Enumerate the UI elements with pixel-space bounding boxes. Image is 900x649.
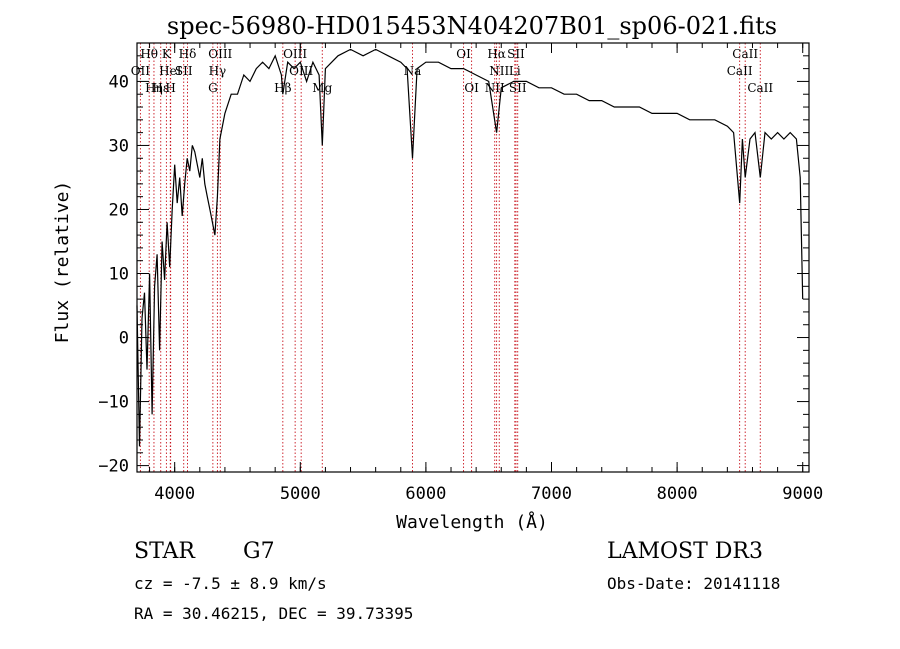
line-marker-label: SII <box>509 81 527 95</box>
line-marker-label: CaII <box>747 81 773 95</box>
line-marker-label: OII <box>131 64 151 78</box>
y-tick-label: −10 <box>98 393 129 413</box>
chart-title: spec-56980-HD015453N404207B01_sp06-021.f… <box>167 12 777 40</box>
y-tick-label: 20 <box>109 200 129 220</box>
x-axis-label: Wavelength (Å) <box>396 511 548 533</box>
x-tick-label: 7000 <box>531 484 572 504</box>
y-tick-label: 40 <box>109 72 129 92</box>
line-marker-label: SII <box>175 64 193 78</box>
line-marker-label: CaII <box>732 47 758 61</box>
object-class: STAR <box>134 539 195 564</box>
line-marker-label: Na <box>404 64 422 78</box>
line-marker-label: Hα <box>487 47 506 61</box>
line-marker-label: Hγ <box>209 64 227 78</box>
x-tick-label: 6000 <box>405 484 446 504</box>
y-tick-label: 30 <box>109 136 129 156</box>
line-marker-label: K <box>162 47 172 61</box>
axis-ticks: 4000 5000 6000 7000 8000 9000 −20 −10 0 10 20 30 40 <box>98 43 823 504</box>
y-tick-label: −20 <box>98 457 129 477</box>
line-marker-label: Hε <box>152 81 169 95</box>
y-axis-label: Flux (relative) <box>52 181 73 344</box>
line-marker-label: Hθ <box>140 47 158 61</box>
line-marker-label: Mg <box>312 81 332 95</box>
x-tick-label: 9000 <box>782 484 823 504</box>
line-marker-label: OIII <box>283 47 307 61</box>
x-tick-label: 4000 <box>154 484 195 504</box>
x-tick-label: 5000 <box>280 484 321 504</box>
line-marker-label: Li <box>509 64 521 78</box>
y-tick-label: 10 <box>109 265 129 285</box>
y-tick-label: 0 <box>119 329 129 349</box>
line-marker-label: OI <box>464 81 479 95</box>
line-marker-label: OI <box>456 47 471 61</box>
line-marker-label: H <box>165 81 175 95</box>
line-marker-label: CaII <box>727 64 753 78</box>
line-marker-label: OIII <box>289 64 313 78</box>
survey-name: LAMOST DR3 <box>607 539 763 564</box>
coordinates: RA = 30.46215, DEC = 39.73395 <box>134 604 414 623</box>
plot-frame <box>136 42 810 473</box>
line-marker-label: Hη <box>145 81 163 95</box>
line-marker-label: NII <box>489 64 509 78</box>
x-tick-label: 8000 <box>657 484 698 504</box>
radial-velocity: cz = -7.5 ± 8.9 km/s <box>134 574 327 593</box>
line-marker-label: SII <box>507 47 525 61</box>
line-marker-label: Hδ <box>179 47 197 61</box>
observation-date: Obs-Date: 20141118 <box>607 574 781 593</box>
line-marker-lines <box>139 43 761 472</box>
line-marker-label: HeI <box>159 64 182 78</box>
spectral-subclass: G7 <box>243 539 275 564</box>
line-marker-label: Hβ <box>274 81 291 95</box>
line-marker-label: OIII <box>208 47 232 61</box>
line-marker-label: NII <box>485 81 505 95</box>
line-marker-label: G <box>208 81 218 95</box>
spectrum-line <box>136 48 804 447</box>
